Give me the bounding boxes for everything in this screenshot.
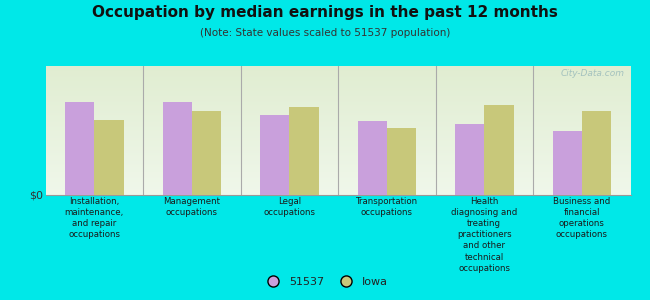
Bar bbox=[582, 111, 611, 195]
Text: Transportation
occupations: Transportation occupations bbox=[356, 197, 418, 217]
Text: Management
occupations: Management occupations bbox=[163, 197, 220, 217]
Text: Occupation by median earnings in the past 12 months: Occupation by median earnings in the pas… bbox=[92, 4, 558, 20]
Bar bbox=[552, 130, 582, 195]
Bar bbox=[484, 105, 514, 195]
Bar bbox=[260, 115, 289, 195]
Text: (Note: State values scaled to 51537 population): (Note: State values scaled to 51537 popu… bbox=[200, 28, 450, 38]
Bar bbox=[358, 122, 387, 195]
Text: Business and
financial
operations
occupations: Business and financial operations occupa… bbox=[553, 197, 610, 239]
Bar bbox=[192, 111, 221, 195]
Bar bbox=[162, 102, 192, 195]
Legend: 51537, Iowa: 51537, Iowa bbox=[258, 273, 392, 291]
Text: Legal
occupations: Legal occupations bbox=[263, 197, 315, 217]
Text: Installation,
maintenance,
and repair
occupations: Installation, maintenance, and repair oc… bbox=[64, 197, 124, 239]
Bar bbox=[455, 124, 484, 195]
Bar bbox=[94, 120, 124, 195]
Text: Health
diagnosing and
treating
practitioners
and other
technical
occupations: Health diagnosing and treating practitio… bbox=[451, 197, 517, 273]
Text: City-Data.com: City-Data.com bbox=[561, 69, 625, 78]
Bar bbox=[387, 128, 416, 195]
Bar bbox=[289, 107, 318, 195]
Bar bbox=[65, 102, 94, 195]
